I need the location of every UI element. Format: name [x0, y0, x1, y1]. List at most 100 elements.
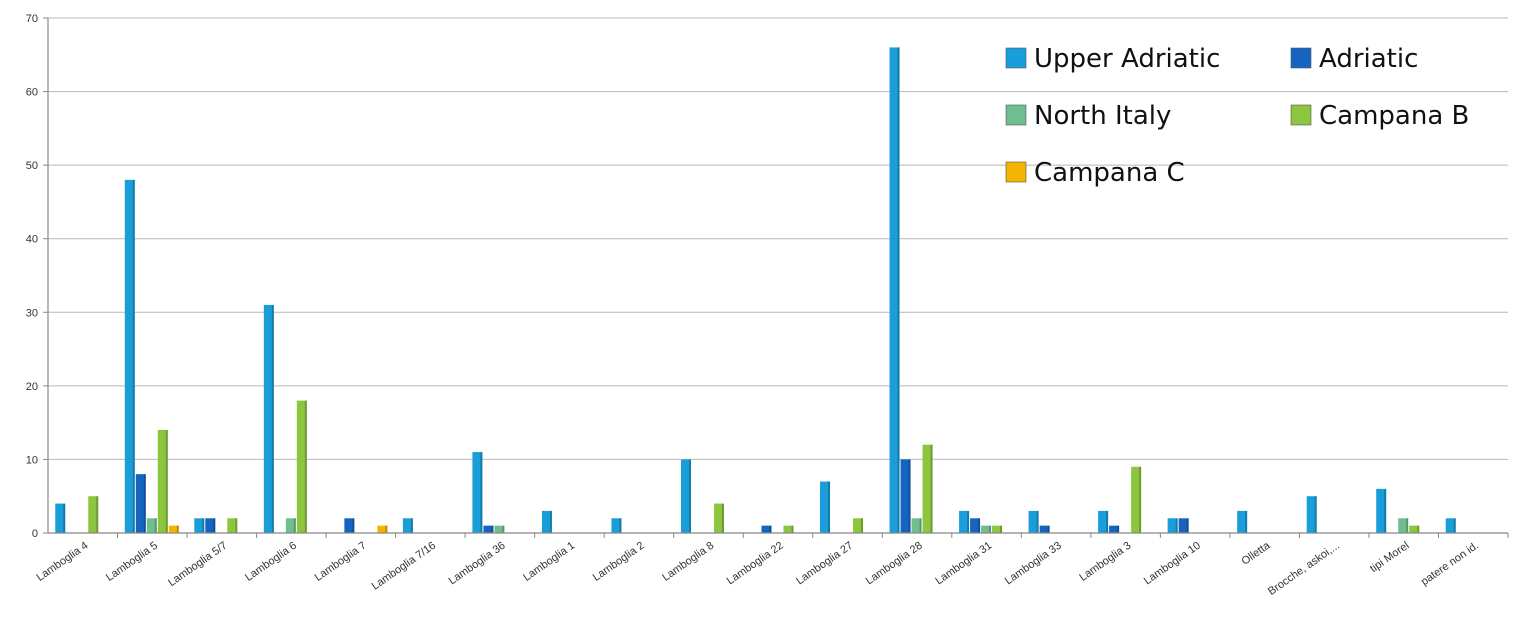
x-tick-label: Lamboglia 5/7 [166, 540, 229, 589]
bar-campana-b [88, 496, 99, 533]
y-tick-label: 50 [26, 160, 38, 172]
bar-body [205, 518, 216, 533]
bar-campana-c [168, 525, 179, 533]
bar-shade [721, 503, 724, 533]
legend-label: Adriatic [1319, 44, 1418, 74]
bar-shade [96, 496, 99, 533]
bar-body [1306, 496, 1317, 533]
bar-body [820, 481, 831, 533]
bar-campana-c [377, 525, 388, 533]
bar-shade [930, 444, 933, 533]
bar-campana-b [1409, 525, 1420, 533]
bar-body [922, 444, 933, 533]
bar-body [959, 510, 970, 533]
bar-body [1398, 518, 1409, 533]
bar-body [1098, 510, 1109, 533]
bar-shade [235, 518, 238, 533]
bar-body [1237, 510, 1248, 533]
y-tick-label: 0 [32, 528, 38, 540]
bar-campana-b [1131, 466, 1142, 533]
bar-shade [1186, 518, 1189, 533]
bar-body [377, 525, 388, 533]
bar-shade [154, 518, 157, 533]
bar-adriatic [483, 525, 494, 533]
y-tick-label: 30 [26, 307, 38, 319]
bar-north-italy [494, 525, 505, 533]
bar-shade [897, 47, 900, 534]
bars [55, 47, 1456, 534]
bar-shade [304, 400, 307, 533]
bar-campana-b [713, 503, 724, 533]
x-tick-label: Lamboglia 4 [35, 540, 91, 584]
bar-body [1376, 488, 1387, 533]
legend-swatch [1005, 161, 1027, 183]
legend-label: Campana B [1319, 101, 1469, 131]
bar-shade [1106, 510, 1109, 533]
bar-shade [1417, 525, 1420, 533]
bar-shade [213, 518, 216, 533]
bar-upper-adriatic [1028, 510, 1039, 533]
bar-body [911, 518, 922, 533]
bar-shade [491, 525, 494, 533]
bar-body [55, 503, 66, 533]
bar-adriatic [344, 518, 355, 533]
bar-upper-adriatic [541, 510, 552, 533]
bar-adriatic [900, 459, 911, 533]
bar-shade [1036, 510, 1039, 533]
bar-body [853, 518, 864, 533]
bar-upper-adriatic [1376, 488, 1387, 533]
bar-shade [1175, 518, 1178, 533]
bar-upper-adriatic [124, 179, 135, 533]
bar-campana-b [922, 444, 933, 533]
bar-body [124, 179, 135, 533]
bar-body [402, 518, 413, 533]
y-tick-label: 20 [26, 381, 38, 393]
bar-body [889, 47, 900, 534]
bar-body [285, 518, 296, 533]
y-tick-label: 40 [26, 234, 38, 246]
bar-adriatic [205, 518, 216, 533]
bar-shade [1406, 518, 1409, 533]
bar-body [981, 525, 992, 533]
bar-body [1409, 525, 1420, 533]
bar-shade [410, 518, 413, 533]
x-tick-label: Lamboglia 36 [447, 540, 508, 588]
bar-upper-adriatic [1237, 510, 1248, 533]
bar-body [761, 525, 772, 533]
bar-shade [271, 304, 274, 533]
bar-body [1178, 518, 1189, 533]
bar-shade [63, 503, 66, 533]
bar-shade [352, 518, 355, 533]
bar-body [992, 525, 1003, 533]
bar-body [1167, 518, 1178, 533]
legend-label: Upper Adriatic [1034, 44, 1220, 74]
bar-upper-adriatic [1445, 518, 1456, 533]
bar-shade [1314, 496, 1317, 533]
bar-body [680, 459, 691, 533]
legend-swatch [1005, 104, 1027, 126]
x-tick-label: Lamboglia 7/16 [370, 540, 439, 593]
bar-shade [293, 518, 296, 533]
bar-shade [1000, 525, 1003, 533]
bar-body [611, 518, 622, 533]
bar-shade [828, 481, 831, 533]
bar-campana-b [783, 525, 794, 533]
x-tick-label: Lamboglia 8 [660, 540, 716, 584]
x-tick-label: Lamboglia 3 [1077, 540, 1133, 584]
bar-shade [919, 518, 922, 533]
legend-item: Adriatic [1290, 44, 1418, 74]
bar-shade [1047, 525, 1050, 533]
bar-shade [132, 179, 135, 533]
bar-body [900, 459, 911, 533]
legend-swatch [1290, 104, 1312, 126]
bar-upper-adriatic [820, 481, 831, 533]
bar-shade [1245, 510, 1248, 533]
bar-campana-b [992, 525, 1003, 533]
bar-north-italy [146, 518, 157, 533]
bar-upper-adriatic [959, 510, 970, 533]
bar-body [146, 518, 157, 533]
bar-north-italy [1398, 518, 1409, 533]
bar-body [88, 496, 99, 533]
bar-body [1039, 525, 1050, 533]
x-tick-label: tipi Morel [1368, 540, 1411, 575]
